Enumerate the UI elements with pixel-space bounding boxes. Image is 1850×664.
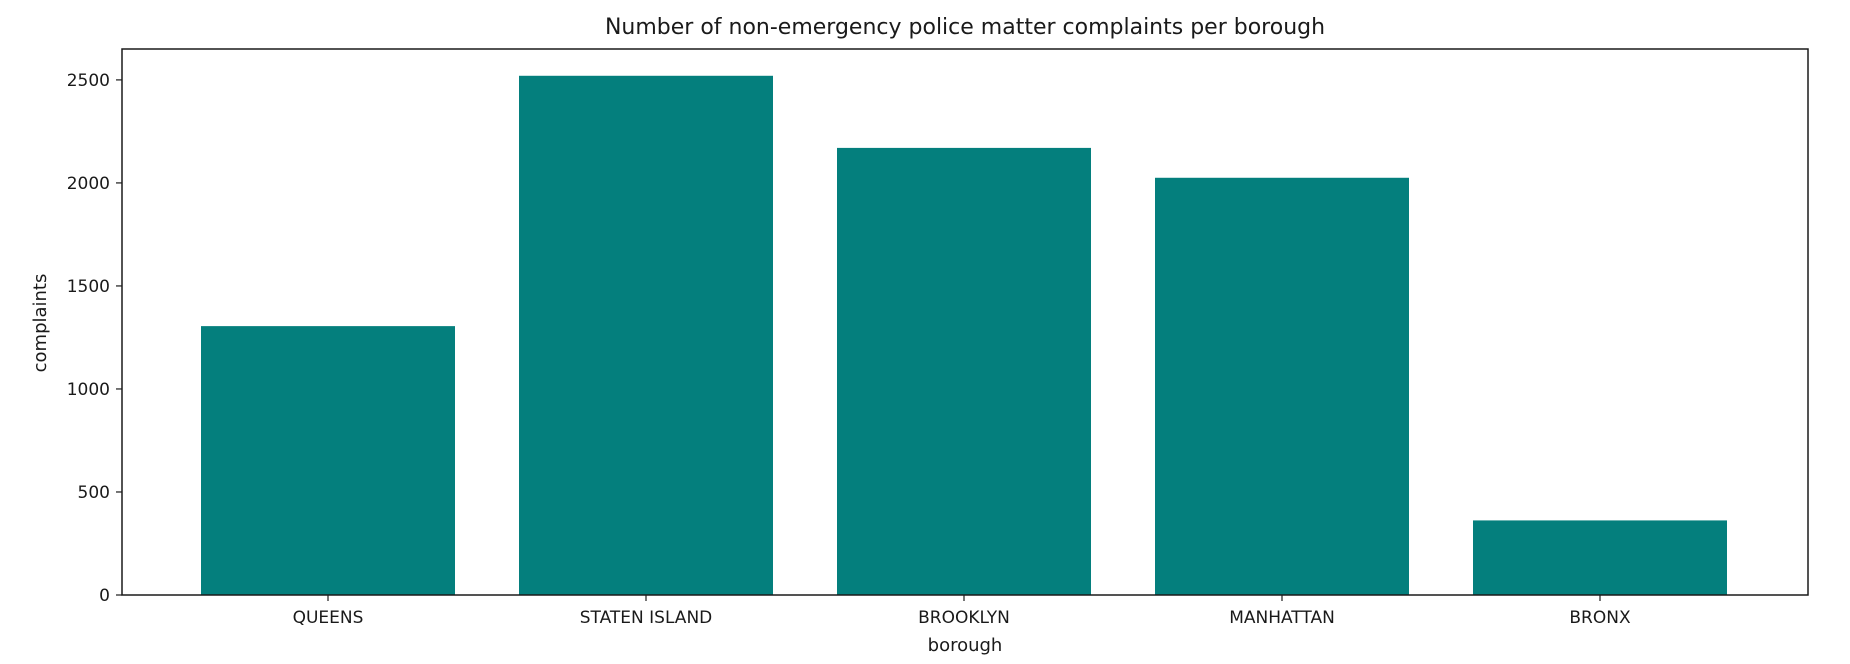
y-tick-label: 1000	[67, 380, 110, 400]
y-tick-label: 1500	[67, 277, 110, 297]
x-tick-label: STATEN ISLAND	[580, 608, 713, 628]
x-axis-label: borough	[928, 635, 1003, 656]
plot-frame	[121, 48, 1809, 596]
y-tick-label: 2000	[67, 174, 110, 194]
y-tick-label: 500	[78, 483, 110, 503]
x-tick-label: BRONX	[1569, 608, 1631, 628]
bar-manhattan	[1155, 177, 1409, 595]
y-axis-label: complaints	[30, 274, 51, 373]
bar-brooklyn	[837, 147, 1091, 595]
y-ticks-group: 0 500 1000 1500 2000 2500	[67, 71, 122, 606]
x-ticks-group: QUEENS STATEN ISLAND BROOKLYN MANHATTAN BRON…	[293, 595, 1631, 628]
bar-queens	[201, 326, 455, 595]
x-tick-label: BROOKLYN	[918, 608, 1010, 628]
bars-group	[201, 75, 1727, 595]
bar-bronx	[1473, 520, 1727, 595]
y-tick-label: 2500	[67, 71, 110, 91]
x-tick-label: QUEENS	[293, 608, 364, 628]
x-tick-label: MANHATTAN	[1229, 608, 1335, 628]
bar-staten-island	[519, 75, 773, 595]
y-tick-label: 0	[99, 586, 110, 606]
chart-title: Number of non-emergency police matter co…	[605, 15, 1325, 40]
